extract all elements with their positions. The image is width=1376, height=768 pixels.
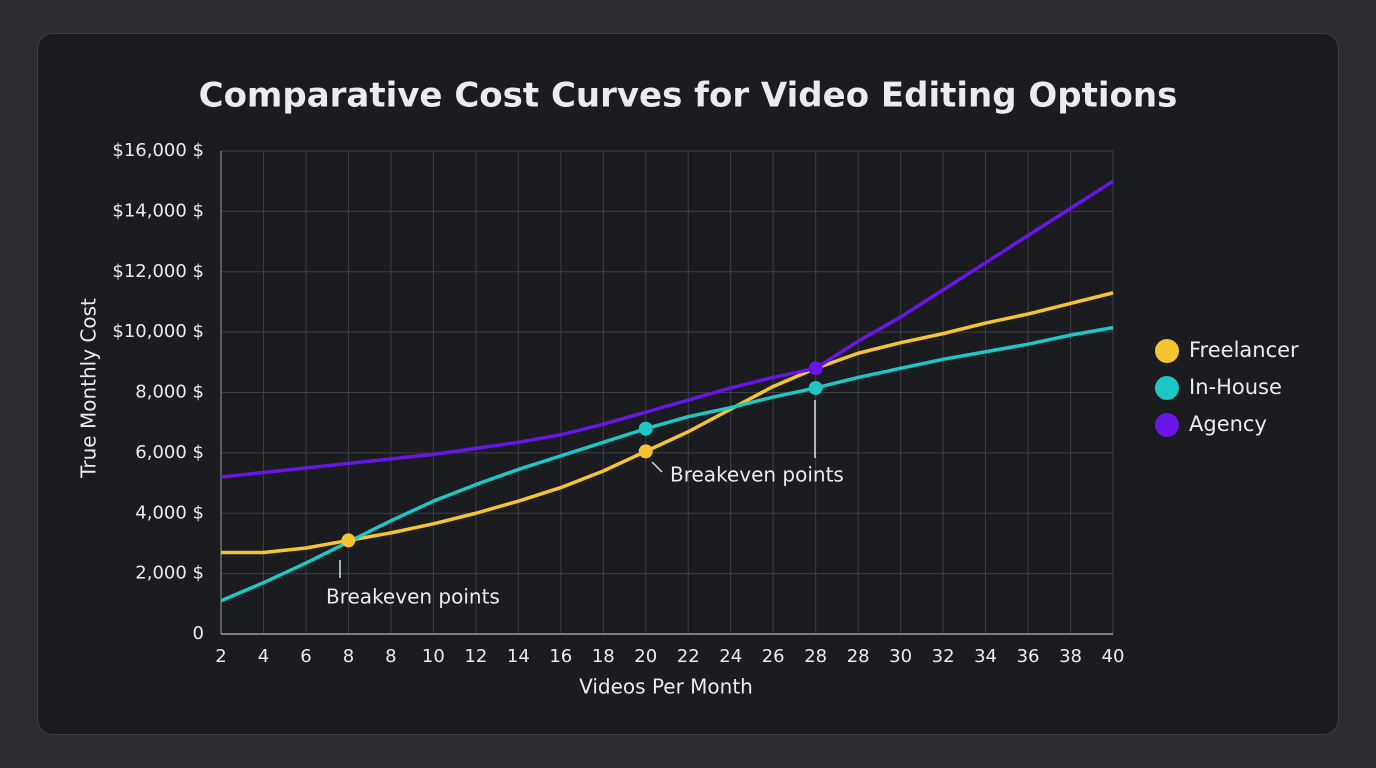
x-tick-label: 8	[385, 646, 396, 667]
x-tick-label: 36	[1017, 646, 1040, 667]
y-tick-label: $12,000 $	[112, 261, 204, 282]
x-tick-label: 38	[1059, 646, 1082, 667]
breakeven-marker	[808, 380, 823, 395]
x-tick-label: 26	[762, 646, 785, 667]
x-tick-label: 12	[464, 646, 487, 667]
x-tick-label: 4	[258, 646, 269, 667]
x-tick-label: 16	[549, 646, 572, 667]
x-tick-label: 28	[847, 646, 870, 667]
chart-title: Comparative Cost Curves for Video Editin…	[199, 76, 1178, 116]
y-tick-label: 6,000 $	[135, 442, 204, 463]
legend-label: Freelancer	[1189, 338, 1299, 362]
breakeven-marker	[341, 533, 356, 548]
x-tick-label: 24	[719, 646, 742, 667]
annotation: Breakeven points	[670, 463, 844, 487]
y-tick-label: 8,000 $	[135, 382, 204, 403]
legend-swatch	[1155, 339, 1179, 363]
x-tick-label: 30	[889, 646, 912, 667]
annotation-leader	[651, 461, 663, 473]
series-line	[220, 179, 1114, 479]
x-tick-label: 10	[422, 646, 445, 667]
legend-label: Agency	[1189, 412, 1267, 436]
breakeven-marker	[638, 421, 653, 436]
x-tick-label: 14	[507, 646, 530, 667]
breakeven-marker	[638, 444, 653, 459]
x-tick-label: 22	[677, 646, 700, 667]
x-tick-label: 6	[300, 646, 311, 667]
y-axis-label: True Monthly Cost	[77, 298, 101, 479]
legend-label: In-House	[1189, 375, 1282, 399]
x-tick-label: 20	[634, 646, 657, 667]
y-tick-label: 2,000 $	[135, 563, 204, 584]
x-tick-label: 2	[215, 646, 226, 667]
y-tick-label: 0	[193, 623, 204, 644]
y-tick-label: $14,000 $	[112, 200, 204, 221]
series-line	[221, 291, 1114, 555]
legend-swatch	[1155, 413, 1179, 437]
annotation: Breakeven points	[326, 585, 500, 609]
x-tick-label: 40	[1102, 646, 1125, 667]
y-tick-label: 4,000 $	[135, 502, 204, 523]
x-tick-label: 34	[974, 646, 997, 667]
legend-swatch	[1155, 376, 1179, 400]
y-tick-label: $16,000 $	[112, 140, 204, 161]
breakeven-marker	[808, 361, 823, 376]
x-tick-label: 8	[343, 646, 354, 667]
x-axis-label: Videos Per Month	[579, 675, 753, 699]
x-tick-label: 18	[592, 646, 615, 667]
x-tick-label: 28	[804, 646, 827, 667]
x-tick-label: 32	[932, 646, 955, 667]
y-tick-label: $10,000 $	[112, 321, 204, 342]
series-line	[220, 325, 1114, 603]
